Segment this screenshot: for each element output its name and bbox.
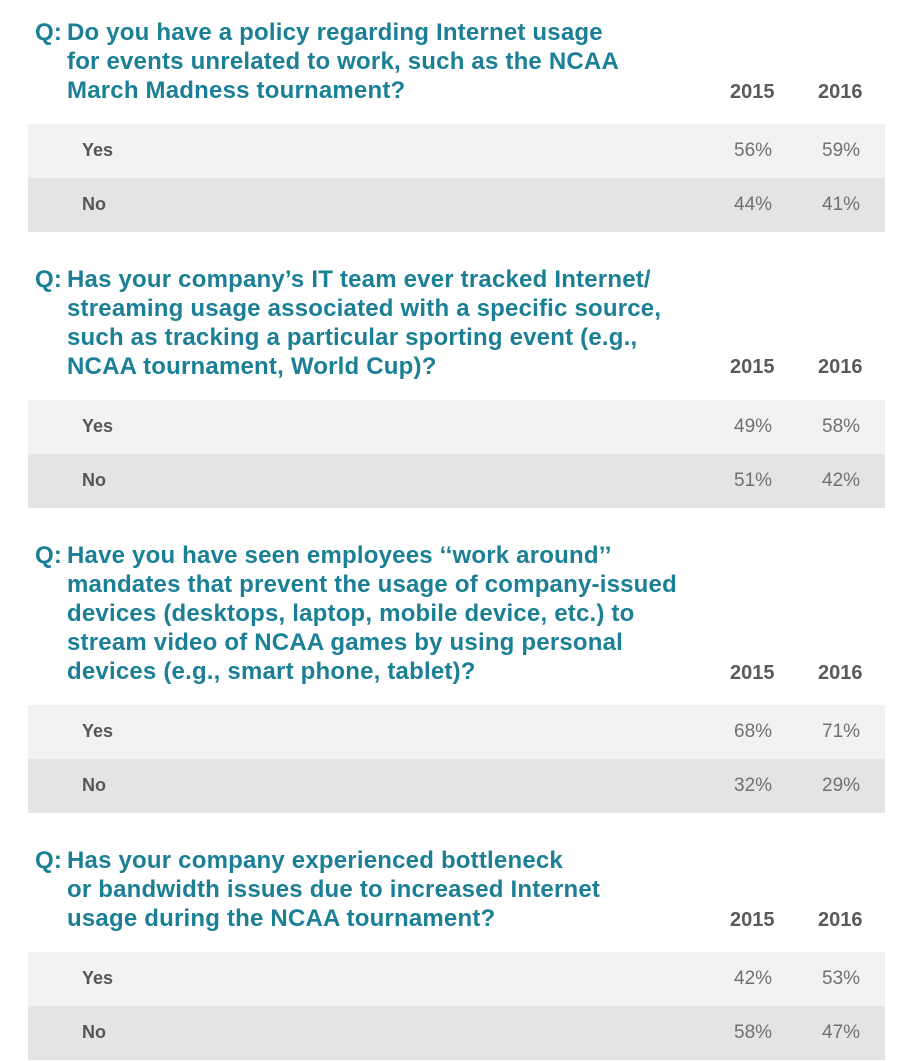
value-2015: 68% — [734, 721, 773, 742]
question-line: Has your company experienced bottleneck — [67, 847, 563, 874]
table-row: Yes 68% 71% — [28, 705, 885, 759]
year-header-2016: 2016 — [818, 909, 863, 931]
answer-table: Yes 68% 71% No 32% 29% — [28, 705, 885, 813]
question-line: streaming usage associated with a specif… — [67, 295, 662, 322]
answer-table: Yes 49% 58% No 51% 42% — [28, 400, 885, 508]
value-2016: 59% — [822, 140, 861, 161]
answer-table: Yes 56% 59% No 44% 41% — [28, 124, 885, 232]
answer-label: No — [82, 775, 106, 795]
answer-label: No — [82, 1022, 106, 1042]
value-2016: 41% — [822, 194, 861, 215]
year-header-2016: 2016 — [818, 81, 863, 103]
value-2016: 71% — [822, 721, 861, 742]
value-2016: 53% — [822, 968, 861, 989]
question-line: NCAA tournament, World Cup)? — [67, 353, 437, 380]
question-line: Have you have seen employees ‘‘work arou… — [67, 542, 612, 569]
table-row: No 51% 42% — [28, 454, 885, 508]
question-prefix: Q: — [35, 847, 63, 874]
value-2016: 29% — [822, 775, 861, 796]
question-text: Have you have seen employees ‘‘work arou… — [67, 541, 687, 686]
year-header-2015: 2015 — [730, 81, 775, 103]
answer-table: Yes 42% 53% No 58% 47% — [28, 952, 885, 1060]
table-row: No 58% 47% — [28, 1006, 885, 1060]
answer-label: Yes — [82, 721, 114, 741]
question-prefix: Q: — [35, 266, 63, 293]
question-line: usage during the NCAA tournament? — [67, 905, 496, 932]
question-line: for events unrelated to work, such as th… — [67, 48, 619, 75]
year-header-2016: 2016 — [818, 662, 863, 684]
question-line: Do you have a policy regarding Internet … — [67, 19, 603, 46]
question-line: stream video of NCAA games by using pers… — [67, 629, 624, 656]
answer-label: Yes — [82, 140, 114, 160]
question-text: Has your company’s IT team ever tracked … — [67, 265, 687, 381]
value-2016: 47% — [822, 1022, 861, 1043]
question-line: mandates that prevent the usage of compa… — [67, 571, 677, 598]
table-row: No 44% 41% — [28, 178, 885, 232]
year-header-2015: 2015 — [730, 356, 775, 378]
question-text: Has your company experienced bottleneck … — [67, 846, 687, 933]
question-line: Has your company’s IT team ever tracked … — [67, 266, 651, 293]
value-2015: 49% — [734, 416, 773, 437]
question-text: Do you have a policy regarding Internet … — [67, 18, 687, 105]
answer-label: Yes — [82, 968, 114, 988]
year-header-2016: 2016 — [818, 356, 863, 378]
value-2015: 42% — [734, 968, 773, 989]
value-2015: 56% — [734, 140, 773, 161]
answer-label: No — [82, 194, 106, 214]
value-2015: 44% — [734, 194, 773, 215]
question-line: such as tracking a particular sporting e… — [67, 324, 638, 351]
year-header-2015: 2015 — [730, 662, 775, 684]
value-2016: 58% — [822, 416, 861, 437]
value-2015: 58% — [734, 1022, 773, 1043]
table-row: Yes 42% 53% — [28, 952, 885, 1006]
table-row: Yes 56% 59% — [28, 124, 885, 178]
table-row: Yes 49% 58% — [28, 400, 885, 454]
question-line: or bandwidth issues due to increased Int… — [67, 876, 601, 903]
question-prefix: Q: — [35, 542, 63, 569]
answer-label: Yes — [82, 416, 114, 436]
question-line: devices (e.g., smart phone, tablet)? — [67, 658, 476, 685]
year-header-2015: 2015 — [730, 909, 775, 931]
answer-label: No — [82, 470, 106, 490]
question-line: devices (desktops, laptop, mobile device… — [67, 600, 635, 627]
value-2015: 32% — [734, 775, 773, 796]
question-prefix: Q: — [35, 19, 63, 46]
value-2015: 51% — [734, 470, 773, 491]
table-row: No 32% 29% — [28, 759, 885, 813]
value-2016: 42% — [822, 470, 861, 491]
question-line: March Madness tournament? — [67, 77, 406, 104]
